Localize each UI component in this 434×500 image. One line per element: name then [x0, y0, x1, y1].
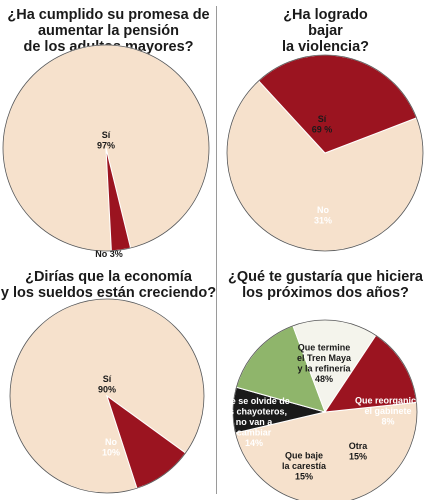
- slice-label-line: 97%: [97, 140, 115, 150]
- chart-panel-violence: ¿Ha logrado bajar la violencia? Sí 69 % No…: [217, 0, 434, 252]
- slice-label-line: 69 %: [312, 124, 333, 134]
- pie-chart-violence: Sí 69 % No 31%: [226, 54, 424, 252]
- slice-label-line: 10%: [102, 447, 120, 457]
- pie-outline: [232, 319, 418, 500]
- chart-title-line: la violencia?: [281, 39, 370, 55]
- pie-outline: [226, 54, 424, 252]
- chart-title-line: ¿Dirías que la economía: [25, 269, 192, 285]
- slice-label: No 31%: [314, 205, 332, 226]
- slice-label-line: 31%: [314, 215, 332, 225]
- slice-label-line: Sí: [318, 114, 327, 124]
- slice-label: Que reorganice el gabinete 8%: [355, 396, 421, 427]
- chart-title: ¿Qué te gustaría que hiciera los próximo…: [217, 269, 434, 301]
- slice-label-line: los chayoteros,: [221, 407, 287, 417]
- slice-label-line: Sí: [102, 130, 111, 140]
- slice-label-line: 15%: [295, 472, 313, 482]
- slice-label-line: 8%: [381, 417, 394, 427]
- slice-label-line: cambiar: [237, 428, 272, 438]
- slice-label-line: Otra: [349, 441, 369, 451]
- pie-outline: [2, 44, 210, 252]
- chart-title-line: bajar: [308, 23, 343, 39]
- slice-label-line: Que se olvide de: [218, 396, 290, 406]
- pie-chart-economy: Sí 90% No 10%: [9, 298, 205, 494]
- chart-title-line: ¿Ha logrado: [283, 7, 368, 23]
- slice-label-line: la carestía: [282, 461, 327, 471]
- slice-label-line: Que reorganice: [355, 396, 421, 406]
- slice-label: Que termine el Tren Maya y la refinería 48%: [297, 342, 352, 384]
- slice-label: No 3%: [95, 249, 123, 259]
- slice-label-line: 14%: [245, 438, 263, 448]
- slice-label-line: No: [317, 205, 329, 215]
- slice-label: Sí 69 %: [312, 114, 333, 135]
- pie-chart-next-years: Que termine el Tren Maya y la refinería 48%…: [218, 319, 421, 500]
- slice-label: Que baje la carestía 15%: [282, 451, 327, 482]
- chart-panel-economy: ¿Dirías que la economía y los sueldos es…: [0, 250, 217, 500]
- slice-label-line: el Tren Maya: [297, 353, 352, 363]
- slice-label-line: 90%: [98, 384, 116, 394]
- slice-label-line: y la refinería: [297, 363, 351, 373]
- slice-label-line: 15%: [349, 451, 367, 461]
- slice-label-line: No 3%: [95, 249, 123, 259]
- slice-label-line: No: [105, 437, 117, 447]
- slice-label: Sí 97%: [97, 130, 115, 151]
- pie-outline: [9, 298, 205, 494]
- slice-label-line: el gabinete: [364, 406, 411, 416]
- chart-title: ¿Ha logrado bajar la violencia?: [217, 7, 434, 55]
- chart-title-line: ¿Qué te gustaría que hiciera: [228, 269, 423, 285]
- slice-label-line: Que baje: [285, 451, 323, 461]
- chart-title-line: ¿Ha cumplido su promesa de: [7, 7, 210, 23]
- slice-label: Otra 15%: [349, 441, 369, 462]
- chart-panel-pension: ¿Ha cumplido su promesa de aumentar la p…: [0, 0, 217, 259]
- pie-chart-pension: Sí 97% No 3%: [2, 44, 210, 259]
- slice-label-line: Que termine: [298, 342, 351, 352]
- slice-label-line: no van a: [236, 417, 274, 427]
- slice-label: Sí 90%: [98, 374, 116, 395]
- chart-title-line: y los sueldos están creciendo?: [0, 285, 217, 301]
- chart-title: ¿Ha cumplido su promesa de aumentar la p…: [0, 7, 217, 55]
- vertical-divider: [216, 6, 217, 494]
- chart-title-line: aumentar la pensión: [37, 23, 179, 39]
- chart-title-line: los próximos dos años?: [242, 285, 409, 301]
- chart-panel-next-years: ¿Qué te gustaría que hiciera los próximo…: [217, 250, 434, 500]
- chart-title: ¿Dirías que la economía y los sueldos es…: [0, 269, 217, 301]
- slice-label: No 10%: [102, 437, 120, 458]
- slice-label-line: Sí: [103, 374, 112, 384]
- slice-label-line: 48%: [315, 374, 333, 384]
